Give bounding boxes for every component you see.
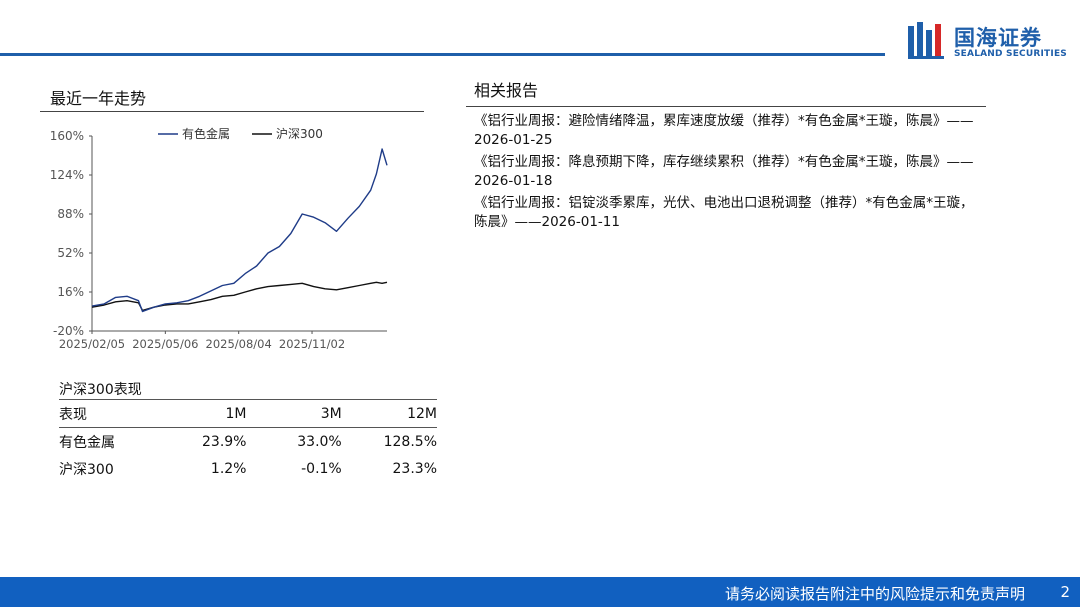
trend-title: 最近一年走势: [50, 89, 147, 108]
table-row: 有色金属 23.9% 33.0% 128.5%: [59, 428, 437, 456]
table-cell: 23.3%: [392, 460, 437, 477]
y-tick-label: 16%: [57, 285, 84, 299]
y-tick-label: 160%: [50, 129, 84, 143]
x-tick-label: 2025/11/02: [279, 337, 345, 351]
trend-chart-svg: 160% 124% 88% 52% 16% -20%2025/02/05 2025/05/0…: [50, 126, 388, 351]
performance-table: 表现 1M 3M 12M 有色金属 23.9% 33.0% 128.5% 沪深3…: [59, 399, 437, 482]
logo-chinese-name: 国海证券: [954, 26, 1042, 50]
header-cell: 表现: [59, 399, 152, 428]
legend-label: 有色金属: [182, 126, 230, 141]
report-link[interactable]: 《铝行业周报：避险情绪降温，累库速度放缓（推荐）*有色金属*王璇，陈晨》——20…: [474, 113, 974, 148]
logo-english-name: SEALAND SECURITIES: [954, 49, 1067, 59]
row-label: 沪深300: [59, 461, 114, 478]
sealand-logo-icon: [908, 22, 944, 59]
footer-disclaimer: 请务必阅读报告附注中的风险提示和免责声明: [724, 585, 1025, 603]
header-cell: 3M: [246, 399, 342, 428]
related-reports-rule: [466, 106, 986, 107]
performance-title: 沪深300表现: [59, 382, 142, 398]
legend-label: 沪深300: [276, 127, 323, 141]
y-tick-label: -20%: [53, 324, 84, 338]
header-rule: [0, 53, 885, 56]
row-label: 有色金属: [59, 434, 115, 451]
x-tick-label: 2025/05/06: [132, 337, 198, 351]
table-cell: -0.1%: [301, 460, 342, 477]
header-cell: 12M: [341, 399, 437, 428]
report-link[interactable]: 《铝行业周报：铝锭淡季累库，光伏、电池出口退税调整（推荐）*有色金属*王璇，陈晨…: [474, 195, 974, 230]
header-cell: 1M: [151, 399, 247, 428]
y-tick-label: 88%: [57, 207, 84, 221]
related-reports-list: 《铝行业周报：避险情绪降温，累库速度放缓（推荐）*有色金属*王璇，陈晨》——20…: [474, 112, 984, 235]
table-cell: 128.5%: [383, 433, 437, 450]
footer-bar: 请务必阅读报告附注中的风险提示和免责声明 2: [0, 577, 1080, 607]
company-logo: 国海证券 SEALAND SECURITIES: [906, 18, 1067, 62]
x-tick-label: 2025/08/04: [206, 337, 272, 351]
report-link[interactable]: 《铝行业周报：降息预期下降，库存继续累积（推荐）*有色金属*王璇，陈晨》——20…: [474, 154, 974, 189]
table-row: 沪深300 1.2% -0.1% 23.3%: [59, 455, 437, 482]
y-tick-label: 124%: [50, 168, 84, 182]
y-tick-label: 52%: [57, 246, 84, 260]
page-number: 2: [1060, 583, 1070, 601]
trend-chart: 160% 124% 88% 52% 16% -20% 2025/02/05 2025/05/0…: [40, 120, 400, 355]
related-reports-title: 相关报告: [474, 81, 539, 100]
trend-title-rule: [40, 111, 424, 112]
performance-header-row: 表现 1M 3M 12M: [59, 399, 437, 428]
table-cell: 23.9%: [202, 433, 247, 450]
series-line-csi300: [91, 281, 388, 312]
table-cell: 1.2%: [210, 460, 247, 477]
table-cell: 33.0%: [297, 433, 342, 450]
x-tick-label: 2025/02/05: [59, 337, 125, 351]
series-line-nonferrous: [91, 148, 388, 313]
